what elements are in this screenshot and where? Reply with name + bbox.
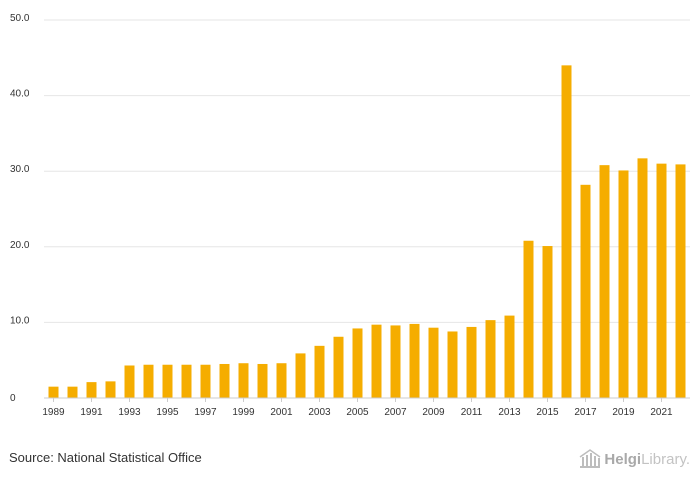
bar-2001	[276, 363, 287, 398]
bar-1992	[105, 381, 116, 398]
bar-2021	[656, 163, 667, 398]
bar-2007	[390, 325, 401, 398]
library-building-icon	[579, 449, 601, 468]
y-tick-label: 30.0	[10, 164, 30, 175]
x-tick-label: 2005	[346, 407, 369, 418]
x-tick-label: 2017	[574, 407, 597, 418]
x-tick-label: 1999	[232, 407, 255, 418]
helgi-library-logo: Helgi Library.	[579, 448, 690, 470]
y-tick-label: 50.0	[10, 13, 30, 24]
y-axis-labels: 0 10.0 20.0 30.0 40.0 50.0	[10, 13, 30, 404]
y-tick-label: 10.0	[10, 315, 30, 326]
x-tick-label: 2007	[384, 407, 407, 418]
x-tick-label: 2003	[308, 407, 331, 418]
bar-2011	[466, 326, 477, 398]
bar-2016	[561, 65, 572, 399]
bar-2003	[314, 345, 325, 398]
x-tick-label: 2013	[498, 407, 521, 418]
x-tick-label: 2015	[536, 407, 559, 418]
bar-2002	[295, 353, 306, 398]
x-axis-labels: 1989 1991 1993 1995 1997 1999 2001 2003 2005 2007…	[42, 407, 673, 418]
x-tick-label: 1995	[156, 407, 179, 418]
x-tick-label: 2001	[270, 407, 293, 418]
bar-2020	[637, 158, 648, 398]
bar-2015	[542, 246, 553, 398]
x-tick-label: 1997	[194, 407, 217, 418]
bar-1995	[162, 364, 173, 398]
bar-1999	[238, 363, 249, 398]
bar-1991	[86, 382, 97, 398]
bar-2014	[523, 240, 534, 398]
bar-2022	[675, 164, 686, 398]
y-tick-label: 0	[10, 393, 16, 404]
y-tick-label: 20.0	[10, 240, 30, 251]
bar-2008	[409, 323, 420, 398]
bar-2009	[428, 327, 439, 398]
x-tick-label: 1991	[80, 407, 103, 418]
bar-2019	[618, 170, 629, 398]
x-tick-label: 2021	[650, 407, 673, 418]
x-tick-label: 2009	[422, 407, 445, 418]
x-tick-label: 1993	[118, 407, 141, 418]
bar-2018	[599, 165, 610, 398]
bar-1998	[219, 363, 230, 398]
bar-1997	[200, 364, 211, 398]
bar-2004	[333, 336, 344, 398]
bar-2006	[371, 324, 382, 398]
bar-2010	[447, 331, 458, 398]
bars	[48, 65, 686, 399]
bar-1989	[48, 386, 59, 398]
bar-2000	[257, 363, 268, 398]
bar-2013	[504, 315, 515, 398]
bar-2012	[485, 320, 496, 398]
bar-chart: 010.020.030.040.050.0 1989 1991 1993 1995 19…	[10, 13, 690, 418]
logo-text-light: Library.	[641, 450, 690, 468]
bar-1996	[181, 364, 192, 398]
y-tick-label: 40.0	[10, 89, 30, 100]
x-tick-label: 2019	[612, 407, 635, 418]
bar-1994	[143, 364, 154, 398]
source-note: Source: National Statistical Office	[9, 450, 202, 465]
x-tick-label: 1989	[42, 407, 65, 418]
x-tick-label: 2011	[461, 407, 483, 418]
logo-text-bold: Helgi	[604, 450, 642, 468]
x-axis	[44, 397, 690, 402]
bar-2005	[352, 328, 363, 398]
bar-2017	[580, 184, 591, 398]
bar-1990	[67, 386, 78, 398]
bar-1993	[124, 365, 135, 398]
gridlines	[44, 19, 690, 323]
